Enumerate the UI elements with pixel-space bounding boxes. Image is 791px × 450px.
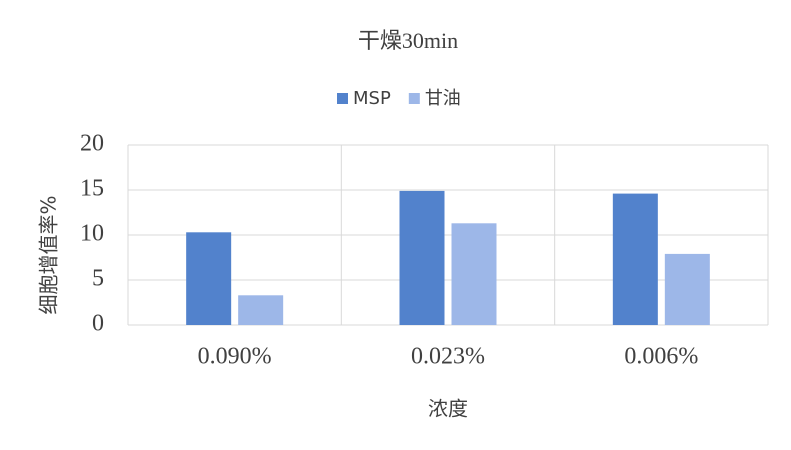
y-tick-label: 15: [80, 176, 104, 202]
bar: [186, 232, 232, 325]
x-tick-label: 0.006%: [624, 344, 698, 370]
legend-swatch: [408, 93, 420, 104]
legend-label: 甘油: [425, 88, 461, 109]
y-axis-label: 细胞增值率%: [37, 195, 61, 314]
x-tick-label: 0.090%: [198, 344, 272, 370]
chart-title: 干燥30min: [358, 28, 458, 53]
bar: [238, 295, 284, 325]
y-tick-label: 5: [92, 266, 104, 292]
x-tick-label: 0.023%: [411, 344, 485, 370]
x-axis-label: 浓度: [428, 397, 468, 421]
bar: [664, 253, 710, 325]
bar: [399, 190, 445, 325]
bar: [612, 193, 658, 325]
y-tick-label: 10: [80, 221, 104, 247]
y-tick-label: 0: [92, 311, 104, 337]
y-tick-label: 20: [80, 131, 104, 157]
bar: [451, 223, 497, 325]
legend-swatch: [337, 93, 348, 104]
legend-label: MSP: [353, 88, 391, 109]
